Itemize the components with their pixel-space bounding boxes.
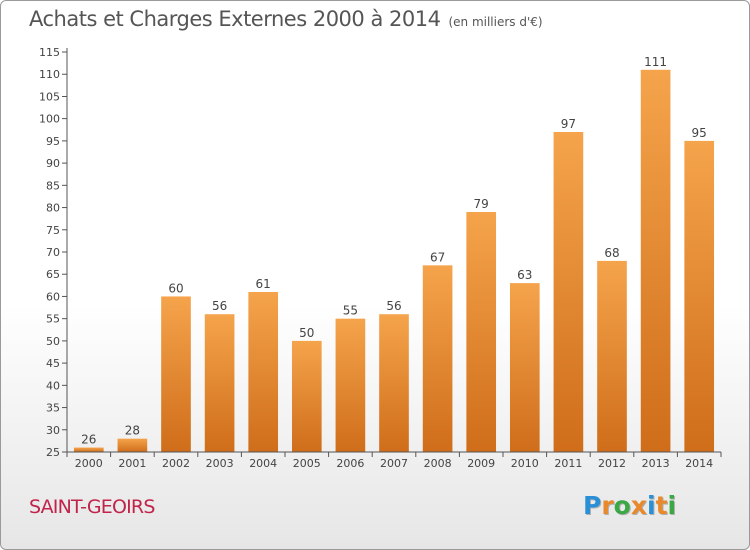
- y-tick-label: 45: [46, 357, 60, 370]
- bar-2014: [684, 140, 715, 452]
- y-tick-label: 30: [46, 424, 60, 437]
- x-tick-label: 2008: [424, 457, 452, 470]
- logo-letter: i: [667, 491, 677, 520]
- y-tick-label: 65: [46, 268, 60, 281]
- y-tick-label: 55: [46, 313, 60, 326]
- bar-2007: [379, 314, 409, 452]
- data-label: 68: [604, 246, 619, 260]
- data-label: 61: [256, 277, 271, 291]
- bar-2001: [117, 438, 148, 452]
- bar-2008: [422, 265, 453, 452]
- y-tick-label: 80: [46, 202, 60, 215]
- bars: 26 28 60 56 61 50 55 56 67 79 63 97 68 111 95: [73, 55, 715, 453]
- chart-title-text: Achats et Charges Externes 2000 à 2014: [29, 7, 441, 31]
- y-tick-label: 105: [39, 90, 60, 103]
- x-tick-label: 2000: [75, 457, 103, 470]
- y-tick-label: 110: [39, 68, 60, 81]
- proxiti-logo: Proxiti: [583, 491, 676, 520]
- x-tick-label: 2013: [642, 457, 670, 470]
- logo-letter: i: [647, 491, 656, 520]
- bar-2006: [335, 318, 366, 452]
- logo-letter: P: [583, 491, 602, 520]
- bar-2013: [640, 69, 671, 453]
- x-tick-label: 2010: [511, 457, 539, 470]
- x-tick-label: 2007: [380, 457, 408, 470]
- data-label: 95: [692, 126, 707, 140]
- logo-letter: r: [601, 491, 614, 520]
- y-tick-label: 35: [46, 402, 60, 415]
- data-label: 28: [125, 424, 140, 438]
- y-tick-label: 70: [46, 246, 60, 259]
- bar-2003: [204, 314, 235, 452]
- bar-2011: [553, 132, 584, 452]
- data-label: 26: [81, 433, 96, 447]
- y-tick-label: 90: [46, 157, 60, 170]
- bar-2012: [597, 260, 627, 452]
- y-tick-label: 50: [46, 335, 60, 348]
- data-label: 60: [168, 281, 183, 295]
- y-tick-label: 60: [46, 290, 60, 303]
- x-tick-label: 2014: [685, 457, 713, 470]
- x-tick-label: 2011: [554, 457, 582, 470]
- data-label: 63: [517, 268, 532, 282]
- chart-subtitle: (en milliers d'€): [448, 15, 543, 29]
- data-label: 79: [474, 197, 489, 211]
- x-tick-label: 2006: [336, 457, 364, 470]
- y-axis: 25 30 35 40 45 50 55 60 65 70 75 80 85 90 95 100 105 110 1…: [39, 46, 68, 459]
- y-tick-label: 85: [46, 179, 60, 192]
- data-label: 111: [644, 55, 667, 69]
- bar-2010: [509, 283, 540, 452]
- x-axis: 2000 2001 2002 2003 2004 2005 2006 2007 2008 2009…: [66, 451, 722, 470]
- x-tick-label: 2012: [598, 457, 626, 470]
- x-tick-label: 2003: [206, 457, 234, 470]
- y-tick-label: 25: [46, 446, 60, 459]
- data-label: 55: [343, 304, 358, 318]
- x-tick-label: 2001: [118, 457, 146, 470]
- data-label: 50: [299, 326, 314, 340]
- data-label: 56: [386, 299, 401, 313]
- logo-letter: x: [630, 491, 647, 520]
- data-label: 67: [430, 250, 445, 264]
- y-tick-label: 40: [46, 379, 60, 392]
- x-tick-label: 2002: [162, 457, 190, 470]
- chart-title: Achats et Charges Externes 2000 à 2014 (e…: [29, 7, 543, 31]
- bar-2002: [161, 296, 191, 452]
- commune-name: SAINT-GEOIRS: [29, 496, 155, 518]
- y-tick-label: 75: [46, 224, 60, 237]
- logo-letter: o: [613, 491, 631, 520]
- x-tick-label: 2005: [293, 457, 321, 470]
- y-tick-label: 115: [39, 46, 60, 59]
- bar-2009: [466, 212, 497, 452]
- x-tick-label: 2004: [249, 457, 277, 470]
- bar-2005: [291, 340, 322, 452]
- data-label: 97: [561, 117, 576, 131]
- x-tick-label: 2009: [467, 457, 495, 470]
- logo-letter: t: [655, 491, 668, 520]
- y-tick-label: 95: [46, 135, 60, 148]
- y-tick-label: 100: [39, 113, 60, 126]
- bar-2004: [248, 292, 279, 452]
- bar-2000: [73, 447, 104, 452]
- data-label: 56: [212, 299, 227, 313]
